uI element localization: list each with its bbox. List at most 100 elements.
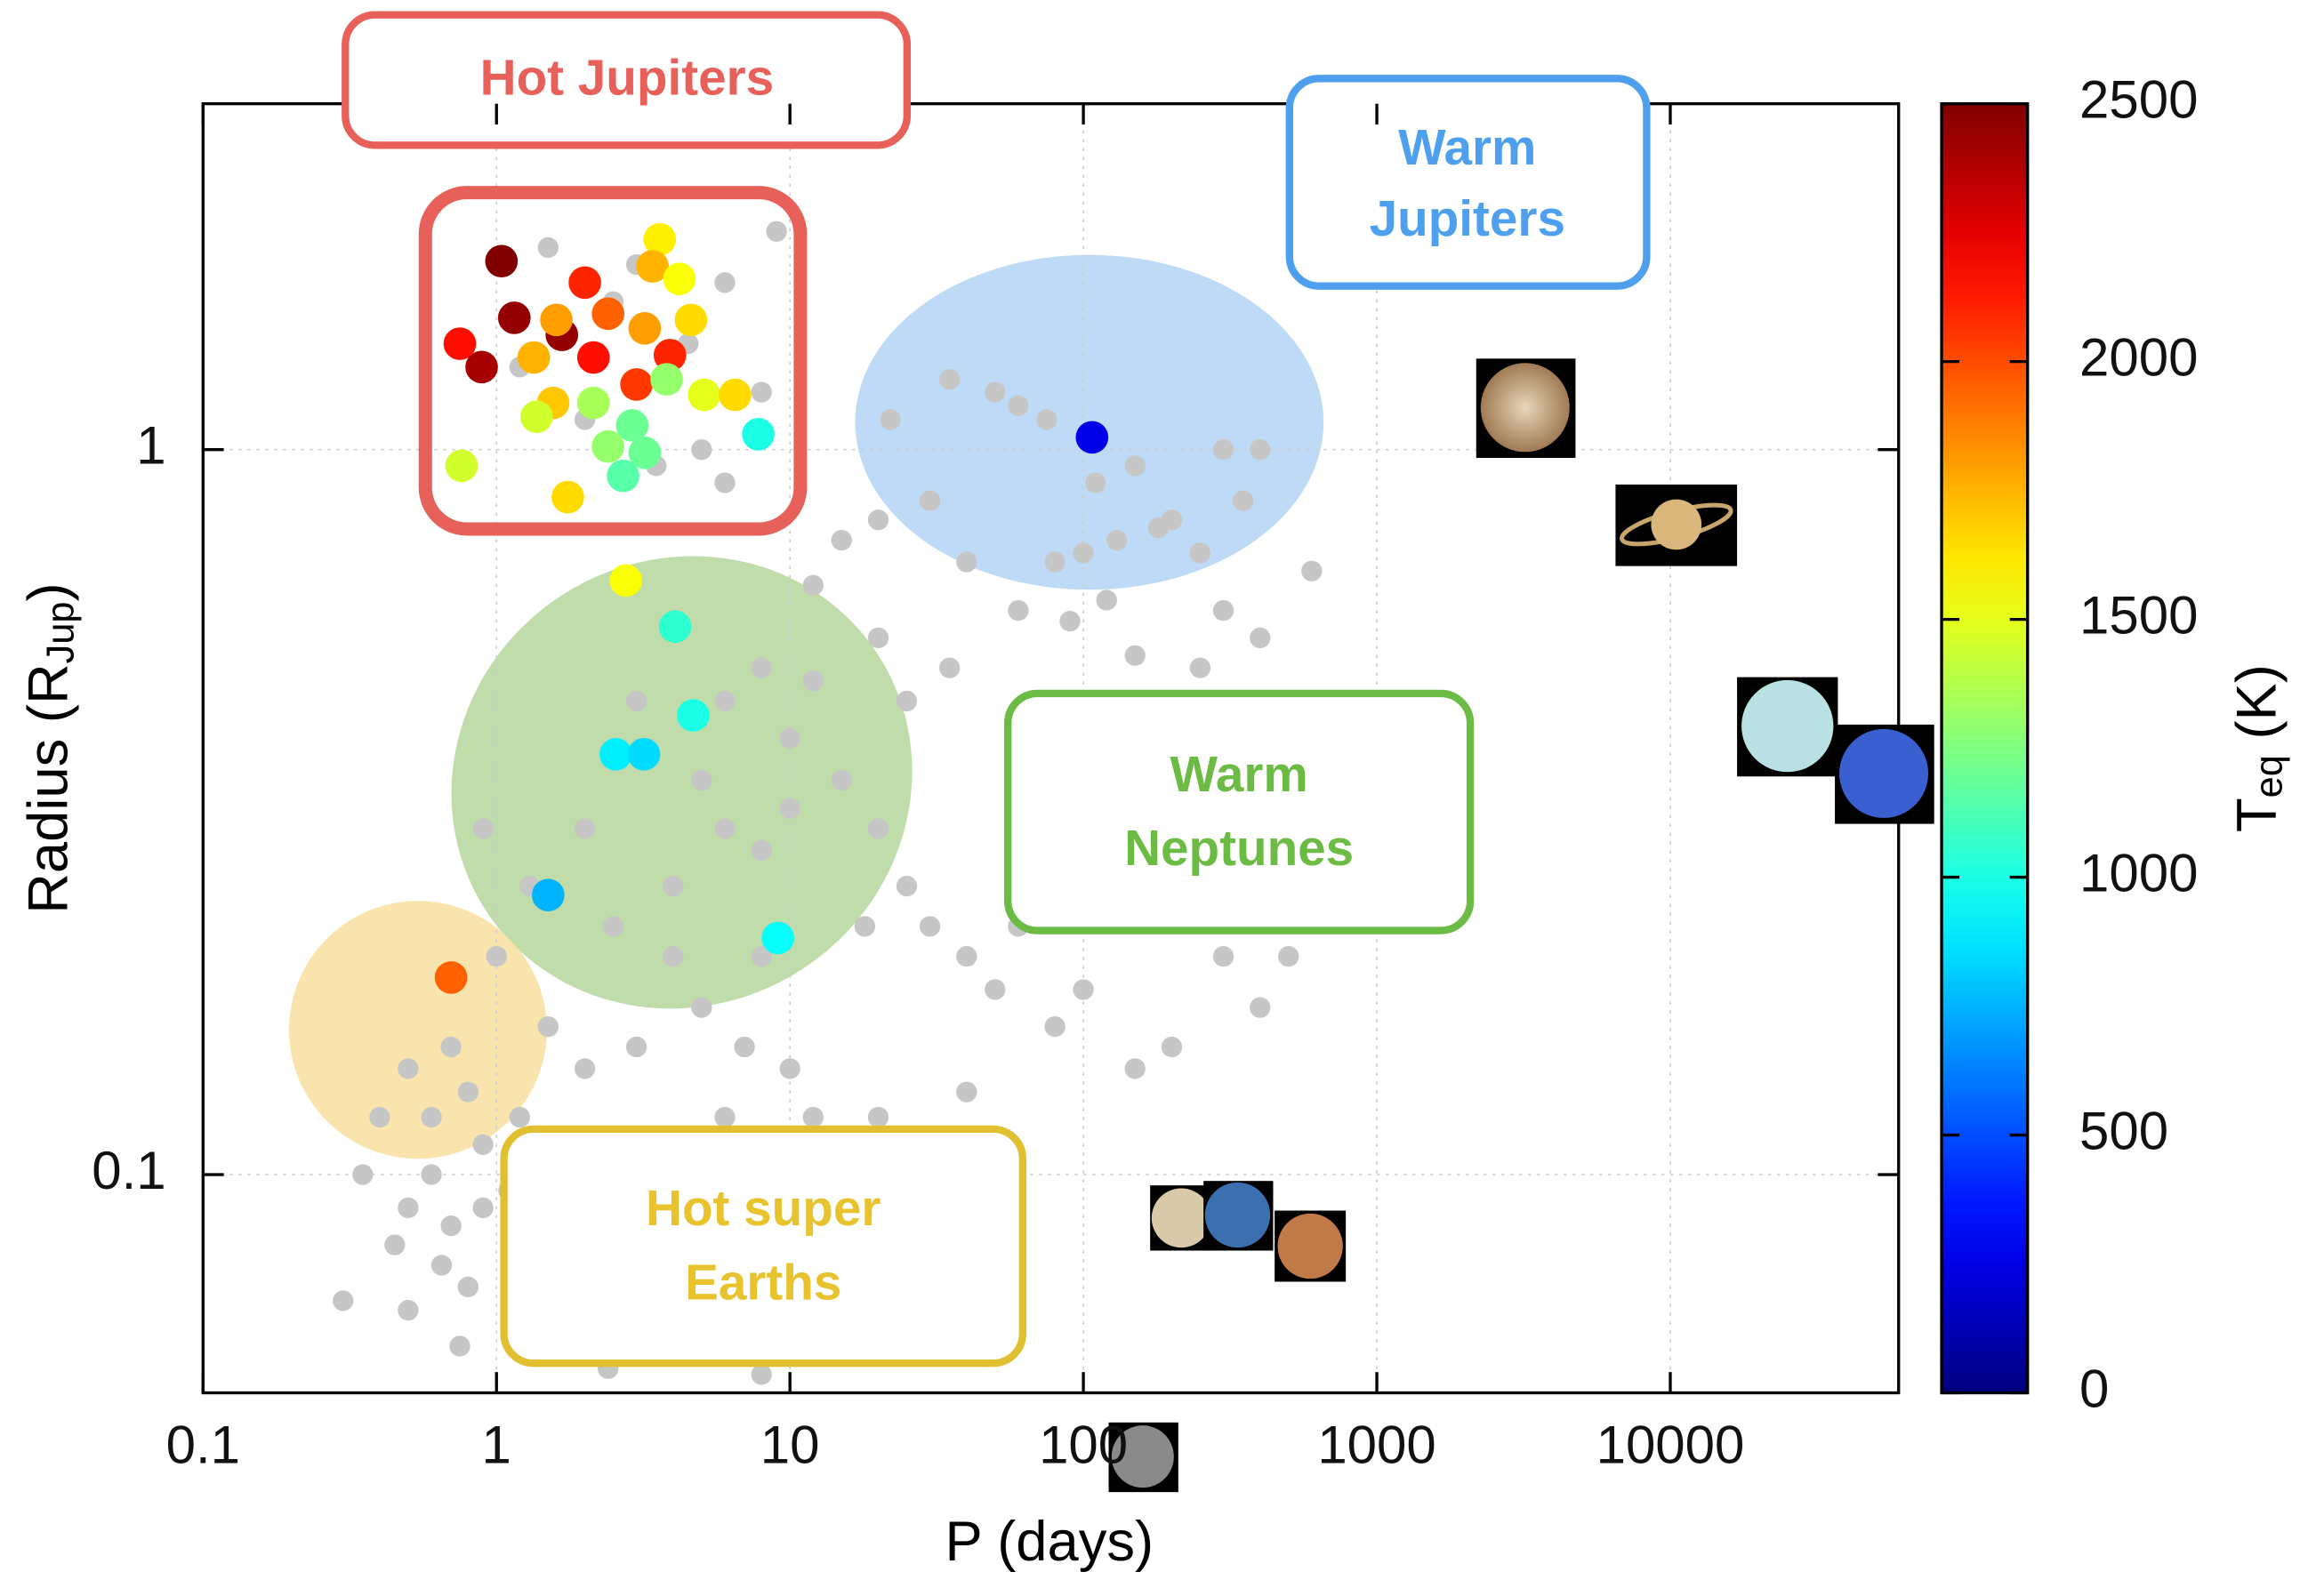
background-point xyxy=(751,381,772,403)
background-point xyxy=(574,818,596,839)
background-point xyxy=(625,690,647,712)
background-point xyxy=(985,381,1006,403)
planet-point xyxy=(465,350,498,384)
earth xyxy=(1204,1182,1271,1248)
planet-point xyxy=(643,222,677,256)
background-point xyxy=(867,1106,889,1128)
hot-jupiter-box xyxy=(418,186,808,536)
x-tick-label: 10 xyxy=(760,1416,820,1475)
background-point xyxy=(1124,455,1146,477)
annotation: Earths xyxy=(685,1255,841,1311)
background-point xyxy=(831,529,852,551)
planet-point xyxy=(628,311,662,345)
planet-point xyxy=(599,737,632,771)
background-point xyxy=(1232,490,1254,511)
colorbar-tick-label: 2500 xyxy=(2079,70,2198,130)
background-point xyxy=(1212,599,1234,622)
background-point xyxy=(1106,529,1128,551)
y-axis-label-text: Radius (R xyxy=(17,663,79,913)
planet-point xyxy=(615,409,649,442)
background-point xyxy=(939,369,961,390)
annotation: Jupiters xyxy=(1370,191,1565,247)
annotation-boxes: Hot Jupiters Warm Jupiters Warm Neptunes… xyxy=(342,11,1651,1367)
background-point xyxy=(691,439,712,461)
background-point xyxy=(734,1036,755,1058)
planet-point xyxy=(532,878,565,911)
annotation-box xyxy=(1285,75,1651,290)
planet-point xyxy=(607,459,639,493)
background-point xyxy=(457,1276,478,1298)
x-axis-label: P (days) xyxy=(945,1511,1154,1573)
background-point xyxy=(802,574,824,596)
background-point xyxy=(766,221,787,242)
y-tick-label: 0.1 xyxy=(92,1141,165,1200)
background-point xyxy=(352,1164,374,1185)
background-point xyxy=(779,798,800,819)
background-point xyxy=(537,237,559,259)
planet-point xyxy=(520,400,553,434)
background-point xyxy=(663,875,684,897)
points xyxy=(333,221,1323,1385)
background-point xyxy=(1044,1015,1066,1038)
regions xyxy=(288,254,1324,1159)
background-point xyxy=(1073,542,1094,564)
background-point xyxy=(1212,945,1234,967)
saturn xyxy=(1651,499,1702,550)
planet-icons xyxy=(1108,358,1934,1493)
background-point xyxy=(333,1290,354,1311)
planet-point xyxy=(650,363,683,397)
planet-point xyxy=(1075,421,1109,454)
planet-point xyxy=(677,699,710,732)
x-tick-label: 1000 xyxy=(1317,1416,1435,1475)
background-point xyxy=(457,1081,478,1103)
x-tick-label: 100 xyxy=(1039,1416,1128,1475)
background-point xyxy=(802,670,824,692)
background-point xyxy=(1250,997,1271,1018)
background-point xyxy=(602,916,624,937)
planet-point xyxy=(443,327,477,360)
annotation-box xyxy=(1004,689,1475,934)
background-point xyxy=(896,875,918,897)
background-point xyxy=(398,1058,419,1079)
background-point xyxy=(802,1106,824,1128)
planet-point xyxy=(719,378,752,412)
background-point xyxy=(1008,395,1029,416)
background-point xyxy=(919,916,941,937)
y-tick-label: 1 xyxy=(136,416,165,476)
background-point xyxy=(714,818,736,839)
background-point xyxy=(939,657,961,678)
background-point xyxy=(691,997,712,1018)
mars xyxy=(1277,1213,1343,1279)
planet-point xyxy=(576,341,610,374)
background-point xyxy=(1096,589,1117,611)
colorbar-tick-label: 500 xyxy=(2079,1101,2168,1160)
background-point xyxy=(1301,560,1323,581)
colorbar-label-text: T xyxy=(2225,798,2288,832)
planet-point xyxy=(653,339,687,372)
background-point xyxy=(1250,439,1271,461)
annotation: Hot Jupiters xyxy=(480,51,774,107)
background-point xyxy=(896,690,918,712)
planet-point xyxy=(568,266,601,300)
background-point xyxy=(956,1081,977,1103)
background-point xyxy=(472,1134,494,1155)
colorbar-label: Teq (K) xyxy=(2225,664,2291,832)
planet-point xyxy=(658,610,692,644)
background-point xyxy=(867,818,889,839)
background-point xyxy=(440,1215,462,1237)
background-point xyxy=(472,818,494,839)
planet-point xyxy=(485,245,519,277)
background-point xyxy=(714,690,736,712)
background-point xyxy=(472,1197,494,1219)
planet-point xyxy=(434,961,468,994)
annotation-box xyxy=(342,11,912,149)
planet-point xyxy=(445,449,478,483)
background-point xyxy=(1008,599,1029,622)
background-point xyxy=(1147,517,1170,539)
x-tick-label: 10000 xyxy=(1596,1416,1745,1475)
background-point xyxy=(509,1106,531,1128)
background-point xyxy=(486,945,507,967)
background-point xyxy=(919,490,941,511)
